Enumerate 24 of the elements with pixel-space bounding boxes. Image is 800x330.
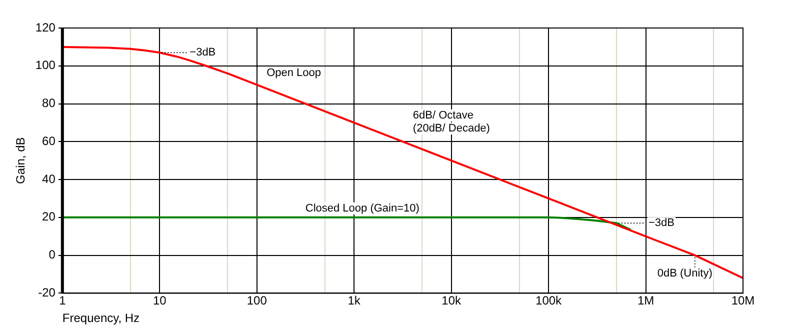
annotation: −3dB bbox=[190, 46, 216, 59]
annotation: 6dB/ Octave (20dB/ Decade) bbox=[412, 110, 490, 135]
y-tick-label: 20 bbox=[42, 210, 56, 224]
x-tick-label: 100k bbox=[536, 294, 563, 308]
y-tick-label: 100 bbox=[35, 58, 56, 72]
x-tick-label: 1M bbox=[637, 294, 654, 308]
annotation: −3dB bbox=[648, 217, 675, 230]
x-tick-label: 1k bbox=[348, 294, 362, 308]
x-tick-label: 10M bbox=[731, 294, 755, 308]
y-tick-label: 40 bbox=[42, 172, 56, 186]
y-axis-title: Gain, dB bbox=[14, 137, 28, 184]
x-axis-title: Frequency, Hz bbox=[62, 311, 140, 326]
y-tick-label: 0 bbox=[48, 248, 56, 262]
series-label: Open Loop bbox=[266, 67, 322, 80]
x-tick-label: 10k bbox=[442, 294, 462, 308]
x-tick-label: 10 bbox=[152, 294, 167, 308]
x-tick-label: 1 bbox=[59, 294, 66, 308]
y-tick-label: 80 bbox=[42, 96, 56, 110]
series-label: Closed Loop (Gain=10) bbox=[305, 202, 420, 214]
y-tick-label: -20 bbox=[38, 286, 56, 300]
y-tick-label: 120 bbox=[35, 20, 56, 34]
annotation: 0dB (Unity) bbox=[657, 267, 712, 280]
x-tick-label: 100 bbox=[246, 294, 268, 308]
y-tick-label: 60 bbox=[42, 134, 56, 148]
